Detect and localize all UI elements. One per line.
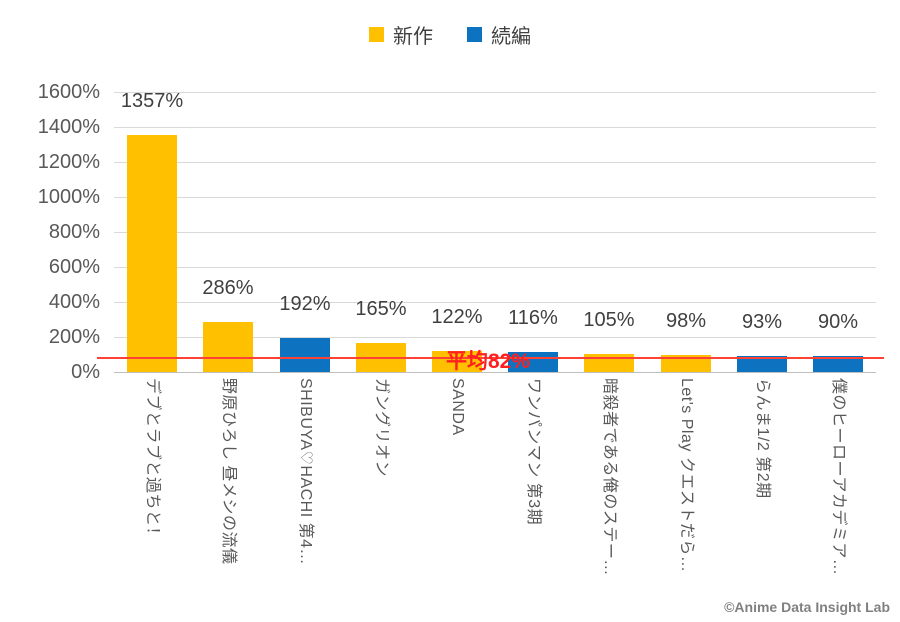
y-axis-tick-label: 200%: [48, 326, 100, 348]
gridline: [114, 232, 876, 233]
gridline: [114, 162, 876, 163]
bar-9: [737, 356, 787, 372]
y-axis-tick-label: 1000%: [37, 186, 100, 208]
gridline: [114, 197, 876, 198]
gridline: [114, 337, 876, 338]
bar-3: [280, 338, 330, 372]
y-axis-tick-label: 1200%: [37, 151, 100, 173]
average-line-label: 平均82%: [446, 350, 531, 373]
bar-value-label: 286%: [202, 277, 254, 299]
average-line: [97, 357, 884, 359]
y-axis-tick-label: 400%: [48, 291, 100, 313]
gridline: [114, 267, 876, 268]
category-label: 僕のヒーローアカデミア…: [830, 378, 847, 576]
x-axis-line: [114, 372, 876, 373]
legend-label-new: 新作: [393, 26, 433, 48]
bar-value-label: 165%: [355, 298, 407, 320]
bar-5: [432, 351, 482, 372]
bar-value-label: 122%: [431, 306, 483, 328]
copyright: ©Anime Data Insight Lab: [724, 599, 890, 615]
bar-2: [203, 322, 253, 372]
legend-label-sequel: 続編: [491, 26, 531, 48]
y-axis-tick-label: 600%: [48, 256, 100, 278]
legend-item-new: 新作: [369, 20, 433, 49]
bar-value-label: 93%: [741, 311, 783, 333]
y-axis-tick-label: 800%: [48, 221, 100, 243]
bar-10: [813, 356, 863, 372]
bar-1: [127, 135, 177, 372]
bar-value-label: 105%: [583, 309, 635, 331]
y-axis-tick-label: 0%: [71, 361, 100, 383]
bar-value-label: 1357%: [120, 90, 184, 112]
y-axis-tick-label: 1600%: [37, 81, 100, 103]
y-axis-tick-label: 1400%: [37, 116, 100, 138]
legend: 新作 続編: [0, 20, 900, 49]
gridline: [114, 302, 876, 303]
new-series-swatch-icon: [369, 27, 384, 42]
sequel-series-swatch-icon: [467, 27, 482, 42]
category-label: SANDA: [449, 378, 466, 436]
bar-8: [661, 355, 711, 372]
bar-value-label: 192%: [279, 293, 331, 315]
gridline: [114, 127, 876, 128]
bar-value-label: 98%: [665, 310, 707, 332]
bar-value-label: 116%: [508, 307, 558, 329]
bar-value-label: 90%: [817, 311, 859, 333]
legend-item-sequel: 続編: [467, 20, 531, 49]
gridline: [114, 92, 876, 93]
